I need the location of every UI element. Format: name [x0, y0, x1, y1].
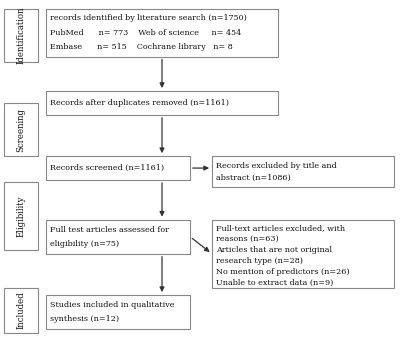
Text: Unable to extract data (n=9): Unable to extract data (n=9) [216, 279, 333, 287]
FancyBboxPatch shape [4, 182, 38, 250]
Text: Full-text articles excluded, with: Full-text articles excluded, with [216, 224, 345, 232]
Text: Identification: Identification [16, 7, 26, 64]
FancyBboxPatch shape [46, 156, 190, 180]
FancyBboxPatch shape [4, 9, 38, 62]
Text: No mention of predictors (n=26): No mention of predictors (n=26) [216, 268, 350, 276]
Text: records identified by literature search (n=1750): records identified by literature search … [50, 14, 247, 22]
Text: Eligibility: Eligibility [16, 196, 26, 237]
Text: abstract (n=1086): abstract (n=1086) [216, 174, 291, 182]
Text: Studies included in qualitative: Studies included in qualitative [50, 301, 174, 309]
FancyBboxPatch shape [212, 220, 394, 288]
FancyBboxPatch shape [4, 288, 38, 333]
Text: research type (n=28): research type (n=28) [216, 257, 303, 265]
FancyBboxPatch shape [46, 220, 190, 254]
FancyBboxPatch shape [4, 103, 38, 156]
Text: Included: Included [16, 292, 26, 329]
Text: Articles that are not original: Articles that are not original [216, 246, 332, 255]
FancyBboxPatch shape [46, 91, 278, 115]
Text: Records screened (n=1161): Records screened (n=1161) [50, 164, 164, 172]
FancyBboxPatch shape [46, 9, 278, 57]
Text: Records after duplicates removed (n=1161): Records after duplicates removed (n=1161… [50, 99, 229, 107]
Text: reasons (n=63): reasons (n=63) [216, 235, 279, 243]
Text: Records excluded by title and: Records excluded by title and [216, 162, 337, 170]
Text: synthesis (n=12): synthesis (n=12) [50, 315, 119, 323]
Text: Embase      n= 515    Cochrane library   n= 8: Embase n= 515 Cochrane library n= 8 [50, 43, 233, 51]
FancyBboxPatch shape [46, 295, 190, 329]
Text: eligibility (n=75): eligibility (n=75) [50, 239, 119, 248]
FancyBboxPatch shape [212, 156, 394, 187]
Text: Full test articles assessed for: Full test articles assessed for [50, 226, 169, 234]
Text: PubMed      n= 773    Web of science     n= 454: PubMed n= 773 Web of science n= 454 [50, 28, 241, 37]
Text: Screening: Screening [16, 108, 26, 152]
